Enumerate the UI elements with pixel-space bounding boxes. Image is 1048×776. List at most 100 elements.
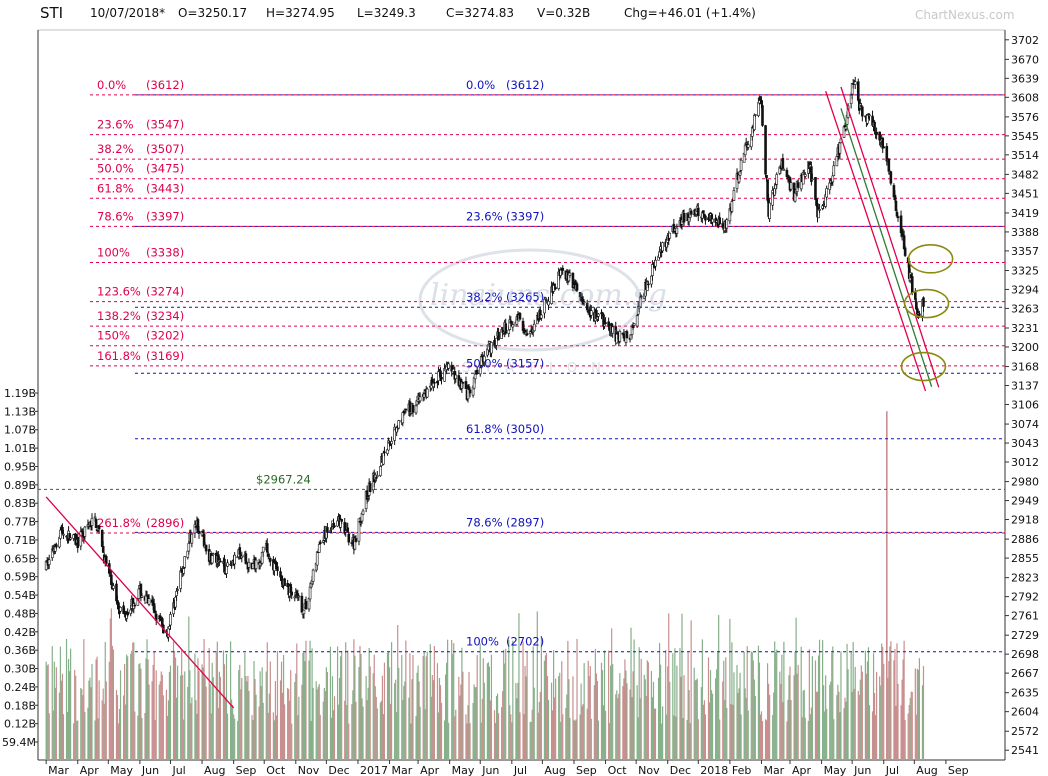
volume-label: V=0.32B (537, 6, 591, 20)
volume-bar (874, 715, 877, 760)
fib-left-value: (3475) (146, 162, 184, 176)
fib-right-value: (2702) (506, 635, 544, 649)
price-tick-label: 2698 (1011, 648, 1039, 661)
fib-left-label: 123.6% (97, 285, 141, 299)
volume-bar (889, 646, 891, 760)
volume-bar (223, 664, 226, 760)
volume-bar (239, 664, 241, 760)
price-tick-label: 3200 (1011, 341, 1039, 354)
fib-left-value: (3547) (146, 118, 184, 132)
annotation-circle (907, 244, 954, 274)
price-tick-label: 3514 (1011, 149, 1039, 162)
open-label: O=3250.17 (178, 6, 248, 20)
volume-bar (624, 659, 626, 760)
volume-bar (332, 710, 335, 760)
volume-bar (289, 700, 291, 760)
volume-bar (387, 652, 390, 760)
volume-bar (203, 639, 205, 760)
volume-bar (831, 652, 833, 760)
volume-bar (907, 713, 909, 760)
candle-body (55, 544, 58, 548)
volume-bar (458, 676, 460, 760)
volume-bar (583, 663, 585, 760)
volume-bar (554, 697, 556, 760)
volume-bar (524, 666, 526, 760)
candle-body (696, 207, 700, 217)
volume-bar (622, 686, 624, 760)
candle-body (404, 408, 408, 411)
volume-bar (465, 714, 467, 760)
volume-bar (80, 687, 82, 760)
candle-body (346, 527, 350, 533)
fib-left-label: 100% (97, 246, 130, 260)
volume-bar (62, 714, 65, 760)
time-tick-label: 2017 (360, 764, 388, 776)
volume-bar (440, 702, 443, 760)
volume-bar (245, 676, 247, 760)
volume-bar (694, 680, 696, 760)
volume-bar (829, 684, 831, 760)
price-candles (44, 76, 925, 642)
volume-bar (847, 669, 849, 760)
volume-bar (650, 671, 653, 760)
volume-bars (45, 411, 925, 760)
volume-bar (836, 695, 838, 760)
volume-bar (759, 714, 762, 760)
volume-bar (288, 689, 290, 760)
candle-body (390, 441, 393, 445)
candle-body (895, 211, 899, 217)
candle-body (333, 525, 336, 528)
candle-body (302, 609, 306, 615)
volume-bar (888, 660, 890, 760)
fib-left-label: 50.0% (97, 162, 134, 176)
price-tick-label: 2949 (1011, 495, 1039, 508)
volume-bar (909, 697, 911, 760)
volume-bar (140, 668, 142, 760)
volume-bar (61, 673, 64, 760)
volume-bar (618, 693, 620, 760)
volume-bar (623, 678, 625, 760)
volume-bar (532, 646, 534, 760)
candle-body (497, 331, 500, 341)
volume-bar (172, 641, 175, 760)
volume-bar (904, 720, 906, 760)
volume-bar (579, 714, 581, 760)
volume-bar (66, 711, 69, 760)
volume-bar (851, 691, 853, 760)
time-axis-ticks: Mar Apr May Jun Jul Aug Sep Oct Nov Dec 2017 Mar Apr… (45, 760, 969, 776)
volume-bar (132, 642, 134, 760)
volume-bar (567, 640, 569, 760)
candle-body (374, 477, 378, 479)
volume-bar (915, 714, 917, 760)
volume-bar (379, 702, 381, 760)
volume-bar (882, 647, 884, 760)
volume-bar (426, 651, 428, 760)
candle-body (140, 595, 144, 598)
volume-bar (418, 681, 420, 760)
volume-bar (832, 646, 834, 760)
candle-body (732, 190, 736, 201)
candle-body (922, 297, 925, 307)
volume-bar (474, 687, 476, 760)
volume-bar (187, 686, 189, 760)
volume-bar (914, 668, 916, 760)
fib-left-label: 150% (97, 329, 130, 343)
candle-body (818, 209, 821, 211)
volume-bar (241, 677, 243, 760)
candle-body (554, 287, 557, 289)
candle-body (194, 526, 198, 528)
volume-bar (680, 676, 682, 760)
volume-bar (98, 680, 100, 760)
volume-bar (165, 689, 167, 760)
time-tick-label: Jul (513, 764, 527, 776)
volume-bar (184, 671, 186, 760)
volume-bar (552, 650, 555, 760)
volume-bar (679, 648, 681, 760)
volume-bar (703, 700, 706, 760)
watermark: ChartNexus.com (915, 8, 1015, 22)
candle-body (397, 420, 401, 429)
volume-bar (365, 676, 367, 760)
fib-right-value: (3050) (506, 422, 544, 436)
volume-bar (801, 717, 803, 760)
